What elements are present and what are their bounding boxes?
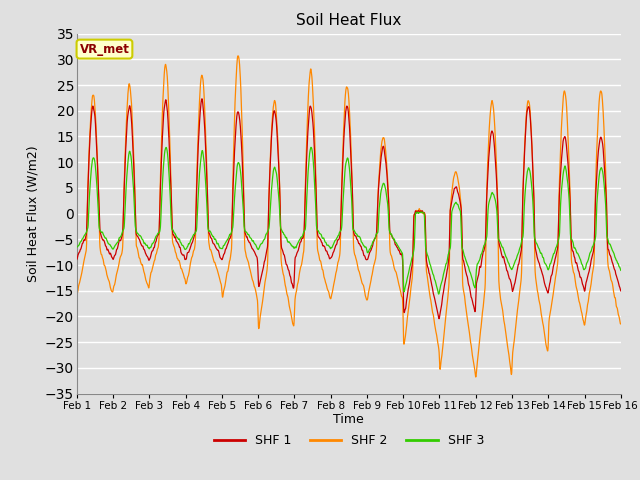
- SHF 1: [225, 238, 232, 244]
- SHF 3: [435, 291, 442, 297]
- SHF 3: [225, 235, 232, 240]
- SHF 2: [570, 268, 577, 274]
- SHF 1: [435, 316, 443, 322]
- SHF 1: [376, 162, 384, 168]
- SHF 3: [73, 244, 81, 250]
- SHF 1: [617, 288, 625, 294]
- SHF 3: [365, 249, 372, 254]
- SHF 3: [584, 257, 592, 263]
- SHF 1: [584, 271, 592, 277]
- SHF 3: [617, 267, 625, 273]
- SHF 2: [472, 374, 479, 380]
- Line: SHF 3: SHF 3: [77, 147, 621, 294]
- SHF 1: [570, 249, 577, 254]
- Line: SHF 2: SHF 2: [77, 56, 621, 377]
- SHF 2: [584, 299, 592, 304]
- SHF 3: [376, 193, 384, 199]
- SHF 1: [73, 256, 81, 262]
- SHF 1: [365, 253, 372, 259]
- X-axis label: Time: Time: [333, 413, 364, 426]
- SHF 2: [73, 292, 81, 298]
- SHF 2: [508, 371, 515, 377]
- SHF 2: [365, 289, 372, 295]
- Legend: SHF 1, SHF 2, SHF 3: SHF 1, SHF 2, SHF 3: [209, 429, 489, 452]
- SHF 3: [508, 266, 515, 272]
- Text: VR_met: VR_met: [79, 43, 129, 56]
- Title: Soil Heat Flux: Soil Heat Flux: [296, 13, 401, 28]
- SHF 1: [198, 96, 206, 102]
- SHF 2: [376, 152, 384, 158]
- Y-axis label: Soil Heat Flux (W/m2): Soil Heat Flux (W/m2): [26, 145, 39, 282]
- SHF 2: [617, 321, 625, 327]
- SHF 3: [307, 144, 315, 150]
- SHF 3: [570, 240, 577, 246]
- SHF 1: [508, 280, 515, 286]
- SHF 2: [234, 53, 242, 59]
- SHF 2: [225, 265, 232, 271]
- Line: SHF 1: SHF 1: [77, 99, 621, 319]
